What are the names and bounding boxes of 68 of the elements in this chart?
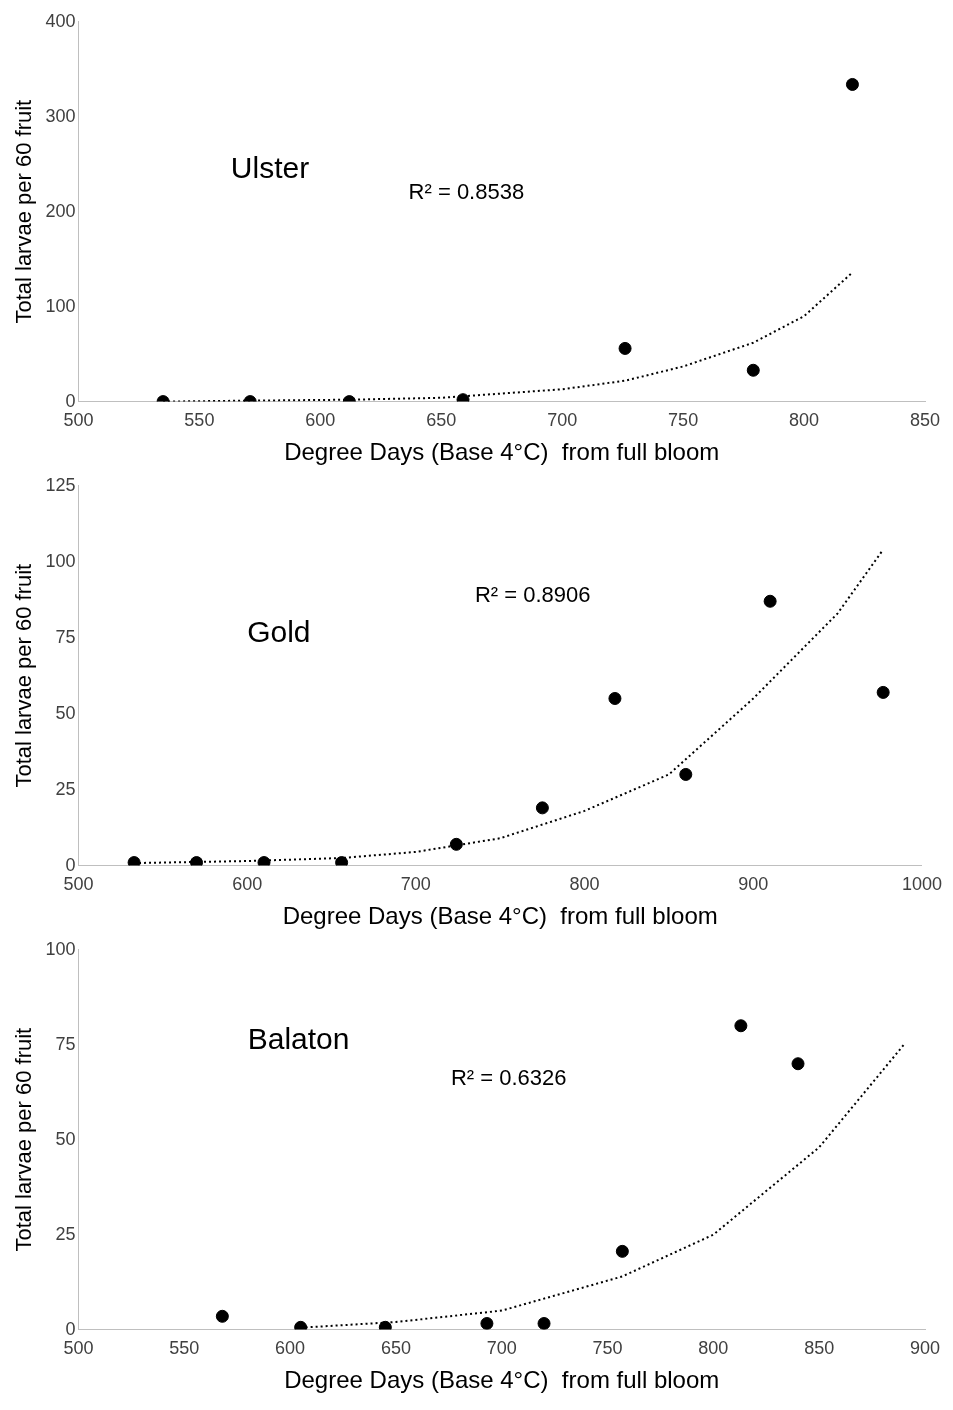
x-tick-label: 700 (486, 1338, 517, 1359)
x-tick-label: 750 (592, 1338, 623, 1359)
y-tick-label: 0 (65, 390, 76, 411)
point (845, 77, 859, 91)
annotation: Balaton (247, 1022, 350, 1056)
y-tick-label: 50 (55, 702, 76, 723)
point (535, 801, 549, 815)
x-tick-label: 600 (275, 1338, 306, 1359)
x-tick-label: 750 (668, 410, 699, 431)
x-tick-label: 850 (909, 410, 941, 431)
point (876, 685, 890, 699)
point (615, 1244, 629, 1258)
point (763, 594, 777, 608)
x-tick-label: 550 (169, 1338, 200, 1359)
x-tick-label: 600 (232, 874, 263, 895)
x-tick-label: 550 (184, 410, 215, 431)
y-axis-title: Total larvae per 60 fruit (11, 1027, 37, 1252)
point (449, 837, 463, 851)
y-tick-label: 100 (45, 295, 76, 316)
y-tick-label: 0 (65, 1318, 76, 1339)
y-tick-label: 25 (55, 778, 76, 799)
point (537, 1317, 551, 1330)
x-tick-label: 850 (804, 1338, 835, 1359)
y-tick-label: 25 (55, 1223, 76, 1244)
point (608, 691, 622, 705)
y-tick-label: 300 (45, 105, 76, 126)
x-tick-label: 800 (569, 874, 600, 895)
y-tick-label: 400 (45, 10, 76, 31)
annotation: Gold (247, 615, 311, 649)
point (734, 1019, 748, 1033)
x-tick-label: 500 (63, 874, 94, 895)
point (679, 767, 693, 781)
x-tick-label: 600 (305, 410, 336, 431)
x-axis-title: Degree Days (Base 4°C) from full bloom (284, 1366, 720, 1394)
y-tick-label: 200 (45, 200, 76, 221)
point (791, 1057, 805, 1071)
annotation: R² = 0.6326 (450, 1064, 567, 1090)
x-tick-label: 650 (380, 1338, 411, 1359)
y-tick-label: 125 (45, 474, 76, 495)
x-tick-label: 800 (698, 1338, 729, 1359)
x-axis-title: Degree Days (Base 4°C) from full bloom (282, 902, 718, 930)
y-tick-label: 100 (45, 938, 76, 959)
y-tick-label: 0 (65, 854, 76, 875)
x-tick-label: 500 (63, 1338, 94, 1359)
point (190, 856, 204, 866)
y-axis-title: Total larvae per 60 fruit (11, 99, 37, 324)
annotation: R² = 0.8906 (474, 582, 591, 607)
x-tick-label: 1000 (901, 874, 942, 895)
x-tick-label: 500 (63, 410, 94, 431)
y-tick-label: 100 (45, 550, 76, 571)
point (257, 856, 271, 866)
y-tick-label: 75 (55, 1033, 76, 1054)
y-axis-title: Total larvae per 60 fruit (11, 563, 37, 788)
y-tick-label: 75 (55, 626, 76, 647)
annotation: R² = 0.8538 (408, 178, 525, 204)
point (480, 1317, 494, 1330)
y-tick-label: 50 (55, 1128, 76, 1149)
x-tick-label: 900 (738, 874, 769, 895)
x-tick-label: 900 (909, 1338, 941, 1359)
point (215, 1309, 229, 1323)
x-tick-label: 800 (789, 410, 820, 431)
x-axis-title: Degree Days (Base 4°C) from full bloom (284, 438, 720, 466)
x-tick-label: 650 (426, 410, 457, 431)
point (335, 856, 349, 866)
point (127, 856, 141, 866)
x-tick-label: 700 (547, 410, 578, 431)
annotation: Ulster (230, 151, 310, 185)
x-tick-label: 700 (400, 874, 431, 895)
